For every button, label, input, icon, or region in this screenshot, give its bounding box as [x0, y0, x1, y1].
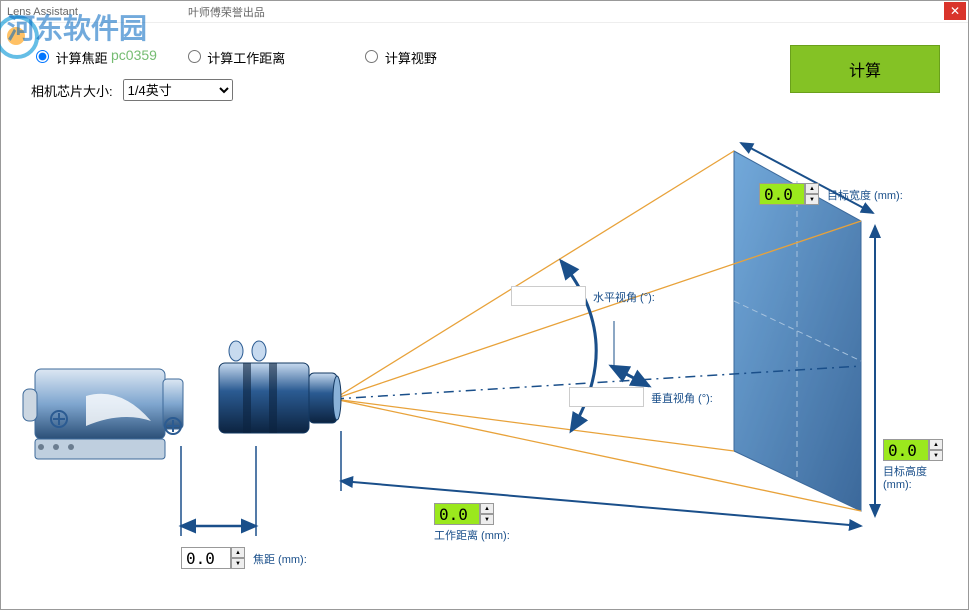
focal-length-field: ▲ ▼ 焦距 (mm):	[181, 547, 307, 569]
target-height-spinner[interactable]: ▲ ▼	[883, 439, 943, 461]
target-width-up[interactable]: ▲	[805, 183, 819, 194]
focal-length-label: 焦距 (mm):	[253, 551, 307, 567]
focal-length-spinner[interactable]: ▲ ▼	[181, 547, 245, 569]
radio-field-of-view-input[interactable]	[365, 50, 378, 63]
focal-length-input[interactable]	[181, 547, 231, 569]
chipsize-select[interactable]: 1/4英寸	[123, 79, 233, 101]
target-height-field: ▲ ▼ 目标高度 (mm):	[883, 439, 943, 491]
close-button[interactable]: ✕	[944, 2, 966, 20]
titlebar: Lens Assistant 叶师傅荣誉出品 ✕	[1, 1, 968, 23]
horizontal-angle-label: 水平视角 (°):	[593, 289, 655, 305]
calculate-button[interactable]: 计算	[790, 45, 940, 93]
work-distance-spinner[interactable]: ▲ ▼	[434, 503, 494, 525]
horizontal-angle-value	[511, 286, 586, 306]
chipsize-label: 相机芯片大小:	[31, 81, 113, 100]
app-window: Lens Assistant 叶师傅荣誉出品 ✕ 河东软件园 pc0359 计算…	[0, 0, 969, 610]
work-distance-down[interactable]: ▼	[480, 514, 494, 525]
mode-radio-group: 计算焦距 计算工作距离 计算视野	[31, 47, 467, 67]
vertical-angle-value	[569, 387, 644, 407]
radio-work-distance-label: 计算工作距离	[207, 51, 285, 66]
target-height-input[interactable]	[883, 439, 929, 461]
target-height-up[interactable]: ▲	[929, 439, 943, 450]
work-distance-input[interactable]	[434, 503, 480, 525]
target-height-label: 目标高度 (mm):	[883, 463, 943, 491]
radio-work-distance-input[interactable]	[188, 50, 201, 63]
chipsize-row: 相机芯片大小: 1/4英寸	[31, 79, 233, 101]
radio-field-of-view-label: 计算视野	[385, 51, 437, 66]
focal-length-down[interactable]: ▼	[231, 558, 245, 569]
radio-focal-length-input[interactable]	[36, 50, 49, 63]
target-height-down[interactable]: ▼	[929, 450, 943, 461]
lens-icon	[219, 341, 341, 433]
target-width-field: ▲ ▼ 目标宽度 (mm):	[759, 183, 903, 205]
work-distance-field: ▲ ▼ 工作距离 (mm):	[434, 503, 510, 543]
radio-focal-length[interactable]: 计算焦距	[31, 47, 108, 67]
radio-focal-length-label: 计算焦距	[56, 51, 108, 66]
target-width-input[interactable]	[759, 183, 805, 205]
diagram: 水平视角 (°): 垂直视角 (°): ▲ ▼ 目标宽度 (mm): ▲ ▼	[11, 131, 959, 601]
target-width-label: 目标宽度 (mm):	[827, 187, 903, 203]
focal-length-up[interactable]: ▲	[231, 547, 245, 558]
radio-field-of-view[interactable]: 计算视野	[360, 47, 437, 67]
vertical-angle-label: 垂直视角 (°):	[651, 390, 713, 406]
close-icon: ✕	[950, 4, 960, 18]
work-distance-up[interactable]: ▲	[480, 503, 494, 514]
camera-icon	[23, 369, 183, 459]
radio-work-distance[interactable]: 计算工作距离	[183, 47, 286, 67]
target-width-spinner[interactable]: ▲ ▼	[759, 183, 819, 205]
target-width-down[interactable]: ▼	[805, 194, 819, 205]
work-distance-label: 工作距离 (mm):	[434, 527, 510, 543]
window-subtitle: 叶师傅荣誉出品	[188, 4, 265, 20]
